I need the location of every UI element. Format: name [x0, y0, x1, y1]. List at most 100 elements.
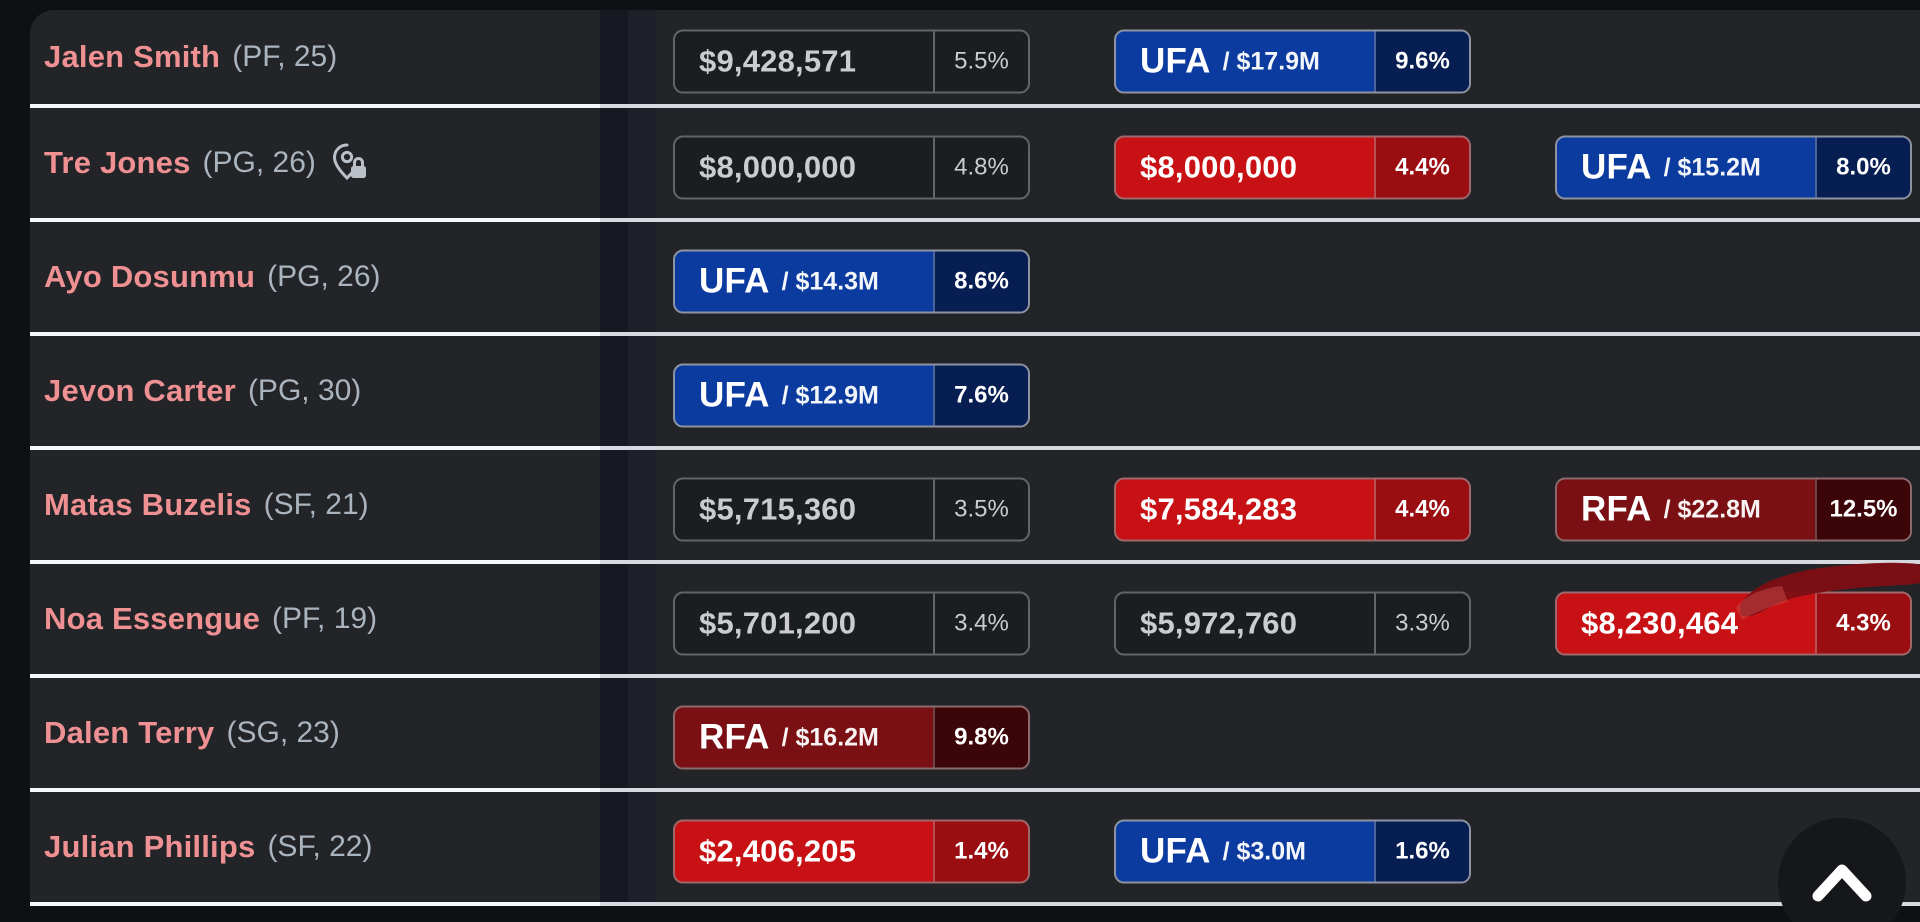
table-row: RFA / $16.2M 9.8% Dalen Terry (SG, 23) [30, 678, 1920, 792]
player-name[interactable]: Matas Buzelis [44, 487, 252, 522]
pill-value: $8,230,464 [1581, 605, 1739, 641]
salary-pill[interactable]: $5,972,760 3.3% [1114, 591, 1471, 656]
salary-pill[interactable]: $8,000,000 4.8% [673, 135, 1030, 200]
pill-value: $5,701,200 [699, 605, 857, 641]
salary-pill[interactable]: $2,406,205 1.4% [673, 819, 1030, 884]
pill-value: $5,972,760 [1140, 605, 1298, 641]
player-name[interactable]: Julian Phillips [44, 829, 256, 864]
player-name[interactable]: Tre Jones [44, 145, 191, 180]
player-position-age: (PF, 25) [232, 40, 338, 73]
player-position-age: (SF, 21) [263, 488, 369, 521]
pills-cell: RFA / $16.2M 9.8% [30, 678, 1920, 792]
player-position-age: (PF, 19) [272, 602, 378, 635]
player-cell[interactable]: Tre Jones (PG, 26) [30, 108, 600, 218]
player-rows: $9,428,571 5.5% UFA / $17.9M 9.6% Jalen Smit… [30, 10, 1920, 906]
pill-value: UFA [1140, 831, 1211, 871]
player-name[interactable]: Ayo Dosunmu [44, 259, 256, 294]
pill-main: $5,972,760 [1116, 594, 1374, 654]
row-separator-left [30, 104, 600, 108]
pill-main: UFA / $14.3M [675, 252, 933, 312]
free-agency-pill[interactable]: UFA / $12.9M 7.6% [673, 363, 1030, 428]
table-row: $8,000,000 4.8% $8,000,000 4.4% UFA / $15.2M 8… [30, 108, 1920, 222]
row-separator-left [30, 560, 600, 564]
pill-value: $8,000,000 [1140, 149, 1298, 185]
row-separator-left [30, 902, 600, 906]
free-agency-pill[interactable]: RFA / $16.2M 9.8% [673, 705, 1030, 770]
pill-cap-percentage: 4.4% [1374, 137, 1469, 198]
player-cell[interactable]: Ayo Dosunmu (PG, 26) [30, 222, 600, 332]
pill-cap-percentage: 8.6% [933, 251, 1028, 312]
free-agency-pill[interactable]: UFA / $15.2M 8.0% [1555, 135, 1912, 200]
player-cell[interactable]: Dalen Terry (SG, 23) [30, 678, 600, 788]
table-row: $9,428,571 5.5% UFA / $17.9M 9.6% Jalen Smit… [30, 10, 1920, 108]
pill-value: UFA [1140, 41, 1211, 81]
pill-main: UFA / $15.2M [1557, 138, 1815, 198]
free-agency-pill[interactable]: UFA / $14.3M 8.6% [673, 249, 1030, 314]
pill-value: UFA [1581, 147, 1652, 187]
player-position-age: (PG, 26) [267, 260, 381, 293]
salary-pill[interactable]: $5,715,360 3.5% [673, 477, 1030, 542]
row-separator [30, 446, 1920, 450]
row-separator [30, 104, 1920, 108]
player-position-age: (PG, 26) [202, 146, 316, 179]
salary-pill[interactable]: $8,000,000 4.4% [1114, 135, 1471, 200]
pills-cell: $8,000,000 4.8% $8,000,000 4.4% UFA / $15.2M 8… [30, 108, 1920, 222]
pill-main: RFA / $22.8M [1557, 480, 1815, 540]
pill-cap-percentage: 5.5% [933, 31, 1028, 92]
player-name[interactable]: Jalen Smith [44, 39, 221, 74]
free-agency-pill[interactable]: RFA / $22.8M 12.5% [1555, 477, 1912, 542]
column-divider-stripe [600, 10, 628, 906]
pill-cap-percentage: 12.5% [1815, 479, 1910, 540]
free-agency-pill[interactable]: UFA / $17.9M 9.6% [1114, 29, 1471, 94]
pill-main: $8,000,000 [1116, 138, 1374, 198]
icon-slot [328, 141, 372, 185]
table-row: $5,701,200 3.4% $5,972,760 3.3% $8,230,464 4.… [30, 562, 1920, 678]
pill-cap-percentage: 4.8% [933, 137, 1028, 198]
row-separator [30, 674, 1920, 678]
pill-cap-percentage: 9.8% [933, 707, 1028, 768]
pill-main: UFA / $17.9M [1116, 32, 1374, 92]
salary-pill[interactable]: $8,230,464 4.3% [1555, 591, 1912, 656]
salary-pill[interactable]: $9,428,571 5.5% [673, 29, 1030, 94]
pill-value: $8,000,000 [699, 149, 857, 185]
pill-cap-hold-value: / $17.9M [1222, 47, 1320, 76]
player-cell[interactable]: Jevon Carter (PG, 30) [30, 336, 600, 446]
pill-main: $5,715,360 [675, 480, 933, 540]
pill-cap-percentage: 3.4% [933, 593, 1028, 654]
pill-cap-percentage: 1.4% [933, 821, 1028, 882]
player-name[interactable]: Noa Essengue [44, 601, 261, 636]
pill-value: $7,584,283 [1140, 491, 1298, 527]
pill-cap-percentage: 4.4% [1374, 479, 1469, 540]
player-position-age: (SG, 23) [226, 716, 340, 749]
player-cell[interactable]: Julian Phillips (SF, 22) [30, 792, 600, 902]
pill-cap-percentage: 7.6% [933, 365, 1028, 426]
scroll-to-top-button[interactable] [1778, 818, 1906, 922]
pill-cap-hold-value: / $15.2M [1663, 153, 1761, 182]
column-divider-stripe-2 [628, 10, 656, 906]
pill-cap-hold-value: / $22.8M [1663, 495, 1761, 524]
pill-cap-percentage: 3.3% [1374, 593, 1469, 654]
player-name[interactable]: Dalen Terry [44, 715, 215, 750]
table-row: UFA / $12.9M 7.6% Jevon Carter (PG, 30) [30, 336, 1920, 450]
pill-cap-hold-value: / $3.0M [1222, 837, 1306, 866]
pill-value: RFA [699, 717, 770, 757]
row-separator-left [30, 332, 600, 336]
player-cell[interactable]: Jalen Smith (PF, 25) [30, 10, 600, 104]
player-name[interactable]: Jevon Carter [44, 373, 236, 408]
pill-main: UFA / $12.9M [675, 366, 933, 426]
pills-cell: $5,715,360 3.5% $7,584,283 4.4% RFA / $22.8M 1… [30, 450, 1920, 564]
pill-cap-percentage: 3.5% [933, 479, 1028, 540]
free-agency-pill[interactable]: UFA / $3.0M 1.6% [1114, 819, 1471, 884]
pill-cap-hold-value: / $14.3M [781, 267, 879, 296]
player-position-age: (PG, 30) [247, 374, 362, 407]
player-cell[interactable]: Noa Essengue (PF, 19) [30, 564, 600, 674]
salary-pill[interactable]: $5,701,200 3.4% [673, 591, 1030, 656]
row-separator-left [30, 788, 600, 792]
pill-main: $8,000,000 [675, 138, 933, 198]
row-separator [30, 788, 1920, 792]
pill-value: $2,406,205 [699, 833, 857, 869]
player-cell[interactable]: Matas Buzelis (SF, 21) [30, 450, 600, 560]
salary-pill[interactable]: $7,584,283 4.4% [1114, 477, 1471, 542]
pill-value: RFA [1581, 489, 1652, 529]
pill-cap-percentage: 1.6% [1374, 821, 1469, 882]
